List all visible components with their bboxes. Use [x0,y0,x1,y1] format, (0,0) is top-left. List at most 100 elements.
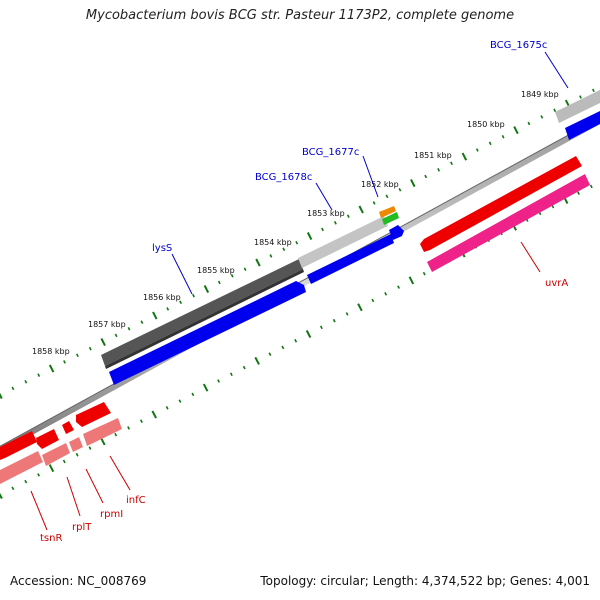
inner-scale-tick [332,318,336,323]
gene-label-tsnR[interactable]: tsnR [40,533,62,544]
outer-scale-tick [217,280,221,285]
outer-scale-tick [11,386,15,391]
gene-arrow-pink-2[interactable] [69,437,83,452]
gene-label-BCG_1677c[interactable]: BCG_1677c [302,147,359,158]
inner-scale-tick [75,452,79,457]
inner-scale-tick [589,184,593,189]
gene-label-lysS[interactable]: lysS [152,243,172,254]
gene-arrow-pink-1[interactable] [83,418,122,446]
inner-scale-tick [114,432,118,437]
inner-scale-tick [48,464,55,473]
gene-bar-light[interactable] [298,216,388,268]
inner-scale-tick [422,271,426,276]
callout-BCG_1677c [362,155,379,198]
gene-label-BCG_1678c[interactable]: BCG_1678c [255,172,312,183]
gene-small-orange[interactable] [379,206,396,218]
outer-scale-ticks [0,88,595,400]
callout-rplT [66,476,81,517]
inner-scale-tick [357,303,363,312]
kbp-label: 1852 kbp [361,180,399,189]
inner-scale-tick [242,365,246,370]
kbp-label: 1856 kbp [143,293,181,302]
inner-scale-tick [139,419,143,423]
kbp-scale-labels: 1849 kbp 1850 kbp 1851 kbp 1852 kbp 1853 kbp… [32,90,559,356]
outer-scale-tick [243,267,247,271]
inner-scale-tick [88,446,92,450]
outer-scale-tick [461,152,468,161]
gene-label-BCG_1675c[interactable]: BCG_1675c [490,40,547,51]
callout-tsnR [30,490,48,531]
outer-scale-tick [424,174,428,179]
outer-scale-tick [0,392,3,400]
inner-scale-tick [24,479,28,484]
inner-scale-tick [577,191,581,195]
gene-arrow-red-rplT[interactable] [36,429,59,449]
outer-scale-tick [127,327,131,331]
outer-scale-tick [100,338,106,347]
gene-arrow-red-uvrA[interactable] [420,156,582,252]
gene-arrow-blue-3[interactable] [389,225,404,240]
callout-rpmI [85,468,104,504]
genome-backbone-shadow [0,117,600,447]
inner-scale-tick [229,372,233,377]
callout-lysS [171,253,193,295]
outer-scale-tick [358,205,364,214]
outer-scale-tick [501,134,505,139]
inner-scale-tick [268,352,272,356]
gene-label-rplT[interactable]: rplT [72,522,92,533]
outer-scale-tick [203,285,210,294]
outer-scale-tick [75,353,79,358]
kbp-label: 1858 kbp [32,347,70,356]
inner-scale-tick [254,356,260,365]
gene-arrow-pink-4[interactable] [0,451,43,484]
inner-scale-tick [281,345,285,350]
inner-scale-tick [11,486,15,491]
outer-scale-tick [579,95,582,99]
kbp-label: 1853 kbp [307,209,345,218]
gene-arrow-blue-top[interactable] [565,111,600,140]
outer-scale-tick [166,307,170,311]
outer-scale-tick [346,214,350,218]
gene-label-rpmI[interactable]: rpmI [100,509,123,520]
kbp-label: 1857 kbp [88,320,126,329]
gene-arrow-blue-1[interactable] [109,281,306,385]
outer-scale-tick [63,360,66,364]
kbp-label: 1854 kbp [254,238,292,247]
accession-text: Accession: NC_008769 [10,574,147,588]
gene-arrow-red-infC[interactable] [76,402,111,427]
gene-arrow-red-tsnR[interactable] [0,431,37,460]
outer-scale-tick [450,161,453,166]
gene-bar-dark-shade [105,269,304,369]
inner-scale-tick [165,406,169,410]
inner-scale-tick [178,399,182,403]
gene-bar-light-top[interactable] [555,90,600,123]
gene-arrow-pink-uvrA[interactable] [427,174,590,272]
inner-scale-tick [100,437,106,446]
outer-scale-tick [437,168,441,172]
outer-scale-tick [24,379,28,384]
gene-arrow-blue-2[interactable] [307,234,394,284]
inner-scale-tick [37,473,41,477]
inner-scale-tick [305,330,312,339]
gene-arrow-red-rpmI[interactable] [62,421,74,434]
inner-scale-tick [62,459,66,464]
outer-scale-tick [255,258,261,267]
inner-scale-tick [202,383,209,392]
outer-scale-tick [540,115,544,119]
outer-scale-tick [230,274,234,278]
gene-small-green[interactable] [382,212,399,225]
outer-scale-tick [48,364,55,373]
outer-scale-tick [591,88,595,93]
outer-scale-tick [140,320,144,324]
callout-uvrA [520,241,541,273]
outer-scale-tick [372,201,376,205]
outer-scale-tick [333,221,337,225]
kbp-label: 1855 kbp [197,266,235,275]
gene-arrow-pink-3[interactable] [42,443,70,466]
gene-label-uvrA[interactable]: uvrA [545,278,568,289]
outer-scale-tick [398,187,402,192]
gene-bar-dark[interactable] [101,259,303,366]
gene-label-infC[interactable]: infC [126,495,146,506]
outer-scale-tick [179,300,183,305]
